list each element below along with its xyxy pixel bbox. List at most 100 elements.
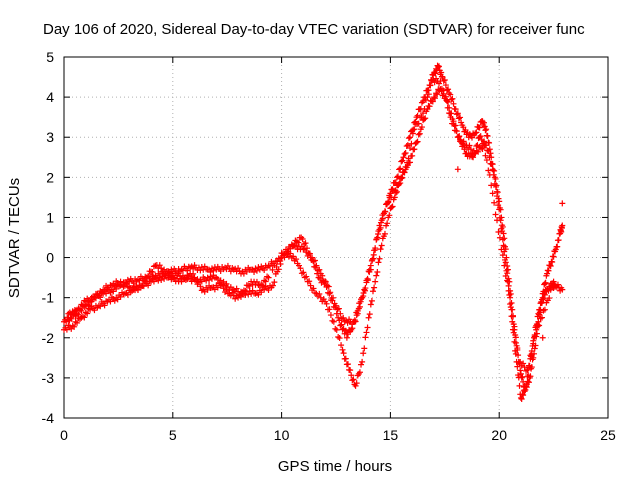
data-point bbox=[531, 333, 538, 340]
data-point bbox=[297, 265, 304, 272]
data-point bbox=[362, 287, 369, 294]
data-point bbox=[330, 318, 337, 325]
data-point bbox=[509, 318, 516, 325]
data-point bbox=[504, 277, 511, 284]
data-point bbox=[541, 291, 548, 298]
data-point bbox=[559, 286, 566, 293]
data-point bbox=[269, 266, 276, 273]
data-point bbox=[441, 76, 448, 83]
data-point bbox=[182, 277, 189, 284]
data-point bbox=[456, 133, 463, 140]
data-point bbox=[166, 269, 173, 276]
data-point bbox=[117, 278, 124, 285]
data-point bbox=[373, 235, 380, 242]
data-point bbox=[484, 133, 491, 140]
data-point bbox=[408, 140, 415, 147]
data-point bbox=[414, 138, 421, 145]
data-point bbox=[299, 235, 306, 242]
data-point bbox=[359, 358, 366, 365]
data-point bbox=[449, 95, 456, 102]
data-point bbox=[338, 342, 345, 349]
data-point bbox=[453, 127, 460, 134]
data-point bbox=[366, 311, 373, 318]
data-point bbox=[349, 377, 356, 384]
data-point bbox=[332, 325, 339, 332]
data-point bbox=[326, 306, 333, 313]
x-tick-label: 20 bbox=[491, 427, 507, 443]
data-point bbox=[78, 307, 85, 314]
data-point bbox=[376, 255, 383, 262]
data-point bbox=[120, 279, 127, 286]
data-point bbox=[516, 382, 523, 389]
data-point bbox=[339, 346, 346, 353]
y-tick-label: 5 bbox=[46, 49, 54, 65]
plot-frame bbox=[63, 56, 609, 419]
data-point bbox=[262, 278, 269, 285]
data-point bbox=[448, 96, 455, 103]
data-point bbox=[382, 208, 389, 215]
data-point bbox=[540, 295, 547, 302]
data-point bbox=[392, 187, 399, 194]
data-point bbox=[311, 289, 318, 296]
data-point bbox=[401, 150, 408, 157]
data-point bbox=[477, 133, 484, 140]
data-point bbox=[442, 82, 449, 89]
data-point bbox=[335, 305, 342, 312]
data-point bbox=[395, 182, 402, 189]
data-point bbox=[514, 363, 521, 370]
data-point bbox=[491, 199, 498, 206]
data-point bbox=[233, 285, 240, 292]
data-point bbox=[75, 311, 82, 318]
data-point bbox=[264, 273, 271, 280]
data-point bbox=[84, 310, 91, 317]
data-point bbox=[547, 262, 554, 269]
data-point bbox=[369, 255, 376, 262]
data-point bbox=[364, 277, 371, 284]
data-point bbox=[538, 314, 545, 321]
data-point bbox=[483, 126, 490, 133]
data-point bbox=[81, 314, 88, 321]
data-point bbox=[271, 279, 278, 286]
data-point bbox=[111, 297, 118, 304]
data-point bbox=[438, 69, 445, 76]
data-point bbox=[512, 339, 519, 346]
data-point bbox=[483, 157, 490, 164]
data-point bbox=[398, 158, 405, 165]
data-point bbox=[488, 161, 495, 168]
data-point bbox=[396, 166, 403, 173]
data-point bbox=[107, 289, 114, 296]
data-point bbox=[375, 231, 382, 238]
data-point bbox=[203, 277, 210, 284]
data-point bbox=[335, 314, 342, 321]
data-point bbox=[409, 130, 416, 137]
data-point bbox=[285, 249, 292, 256]
data-point bbox=[453, 111, 460, 118]
data-point bbox=[536, 322, 543, 329]
data-point bbox=[356, 369, 363, 376]
data-point bbox=[384, 220, 391, 227]
data-point bbox=[303, 245, 310, 252]
data-point bbox=[337, 310, 344, 317]
data-point bbox=[411, 146, 418, 153]
data-point bbox=[351, 317, 358, 324]
x-tick-label: 0 bbox=[60, 427, 68, 443]
data-point bbox=[494, 189, 501, 196]
data-point bbox=[498, 246, 505, 253]
data-point bbox=[158, 265, 165, 272]
data-point bbox=[404, 159, 411, 166]
data-point bbox=[214, 275, 221, 282]
data-point bbox=[515, 374, 522, 381]
data-point bbox=[362, 334, 369, 341]
data-point bbox=[377, 219, 384, 226]
data-point bbox=[541, 306, 548, 313]
data-point bbox=[372, 278, 379, 285]
data-point bbox=[554, 243, 561, 250]
data-point bbox=[363, 329, 370, 336]
data-point bbox=[482, 152, 489, 159]
data-point bbox=[386, 212, 393, 219]
data-point bbox=[71, 323, 78, 330]
data-point bbox=[72, 318, 79, 325]
data-point bbox=[354, 307, 361, 314]
data-point bbox=[67, 314, 74, 321]
data-point bbox=[373, 272, 380, 279]
